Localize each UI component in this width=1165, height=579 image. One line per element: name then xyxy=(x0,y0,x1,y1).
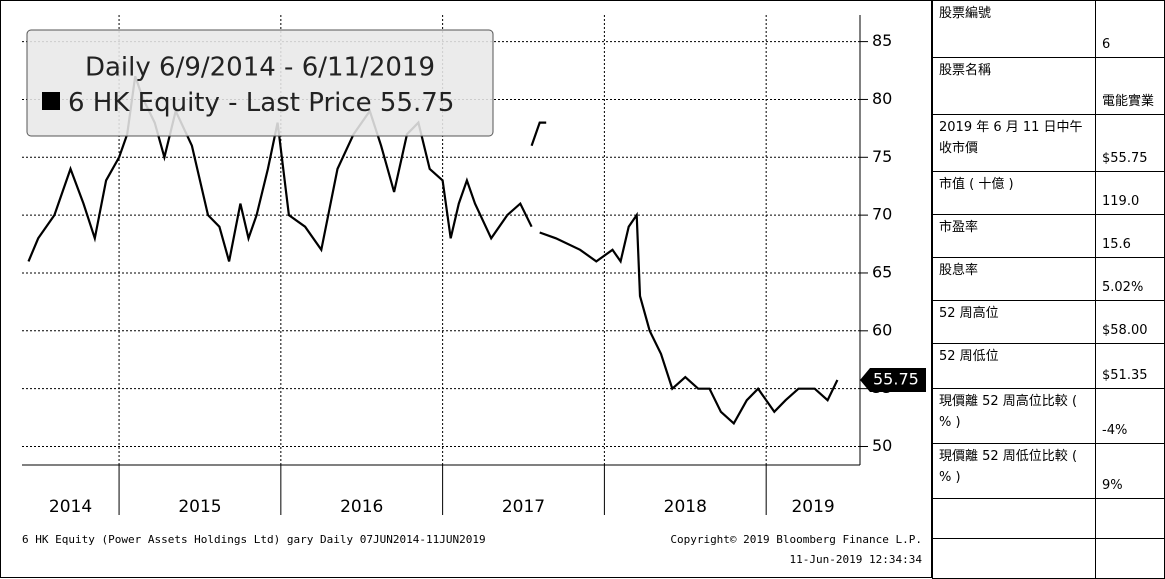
legend-swatch xyxy=(42,92,60,110)
y-tick-label: 65 xyxy=(872,262,892,281)
table-row: 52 周低位 $51.35 xyxy=(932,343,1165,389)
table-cell: 2019 年 6 月 11 日中午收市價 xyxy=(932,114,1096,172)
table-cell: 現價離 52 周高位比較 ( % ) xyxy=(932,388,1096,444)
table-cell: 市值 ( 十億 ) xyxy=(932,171,1096,215)
x-tick-label: 2017 xyxy=(502,497,545,517)
table-cell: $51.35 xyxy=(1095,343,1165,389)
y-tick-label: 80 xyxy=(872,89,892,108)
y-tick-label: 75 xyxy=(872,147,892,166)
table-row: 現價離 52 周高位比較 ( % ) -4% xyxy=(932,388,1165,444)
plot: 5055606570758085201420152016201720182019… xyxy=(22,15,926,517)
y-tick-label: 50 xyxy=(872,436,892,455)
table-cell: 股息率 xyxy=(932,257,1096,301)
table-row: 股息率 5.02% xyxy=(932,257,1165,301)
table-cell: $55.75 xyxy=(1095,114,1165,172)
legend-value: 55.75 xyxy=(380,88,454,118)
x-tick-label: 2015 xyxy=(178,497,221,517)
y-tick-label: 85 xyxy=(872,31,892,50)
table-cell: 6 xyxy=(1095,0,1165,58)
table-row xyxy=(932,498,1165,539)
footer-right: Copyright© 2019 Bloomberg Finance L.P. xyxy=(670,533,922,546)
table-cell xyxy=(932,498,1096,539)
legend-entry: 6 HK Equity - Last Price 55.75 xyxy=(68,88,454,118)
table-cell xyxy=(932,538,1096,579)
table-row: 現價離 52 周低位比較 ( % ) 9% xyxy=(932,443,1165,499)
x-tick-label: 2016 xyxy=(340,497,383,517)
last-price-tag xyxy=(860,367,926,392)
table-row: 股票編號 6 xyxy=(932,0,1165,58)
table-row: 52 周高位 $58.00 xyxy=(932,300,1165,344)
table-cell: 15.6 xyxy=(1095,214,1165,258)
footer-left: 6 HK Equity (Power Assets Holdings Ltd) … xyxy=(22,533,486,546)
x-tick-label: 2019 xyxy=(791,497,834,517)
last-price-label: 55.75 xyxy=(873,369,919,388)
info-table: 股票編號 6 股票名稱 電能實業 2019 年 6 月 11 日中午收市價 $55.75 市… xyxy=(932,0,1165,579)
chart: 5055606570758085201420152016201720182019… xyxy=(0,0,932,578)
footer-time: 11-Jun-2019 12:34:34 xyxy=(790,553,923,566)
table-cell: 52 周高位 xyxy=(932,300,1096,344)
table-cell: 股票名稱 xyxy=(932,57,1096,115)
table-cell: -4% xyxy=(1095,388,1165,444)
table-row xyxy=(932,538,1165,579)
table-cell: 5.02% xyxy=(1095,257,1165,301)
table-cell: $58.00 xyxy=(1095,300,1165,344)
y-tick-label: 60 xyxy=(872,320,892,339)
table-row: 市值 ( 十億 ) 119.0 xyxy=(932,171,1165,215)
table-row: 2019 年 6 月 11 日中午收市價 $55.75 xyxy=(932,114,1165,172)
legend-box xyxy=(26,29,494,137)
table-cell: 現價離 52 周低位比較 ( % ) xyxy=(932,443,1096,499)
price-line xyxy=(27,75,839,426)
table-cell: 119.0 xyxy=(1095,171,1165,215)
x-tick-label: 2014 xyxy=(49,497,92,517)
legend: Daily 6/9/2014 - 6/11/2019 6 HK Equity -… xyxy=(26,29,494,137)
table-row: 股票名稱 電能實業 xyxy=(932,57,1165,115)
y-tick-label: 70 xyxy=(872,205,892,224)
x-tick-label: 2018 xyxy=(664,497,707,517)
table-cell xyxy=(1095,538,1165,579)
legend-name: 6 HK Equity - Last Price xyxy=(68,88,372,118)
table-cell: 電能實業 xyxy=(1095,57,1165,115)
table-cell: 9% xyxy=(1095,443,1165,499)
table-cell: 52 周低位 xyxy=(932,343,1096,389)
table-cell xyxy=(1095,498,1165,539)
table-cell: 股票編號 xyxy=(932,0,1096,58)
table-cell: 市盈率 xyxy=(932,214,1096,258)
legend-title: Daily 6/9/2014 - 6/11/2019 xyxy=(85,53,435,83)
table-row: 市盈率 15.6 xyxy=(932,214,1165,258)
